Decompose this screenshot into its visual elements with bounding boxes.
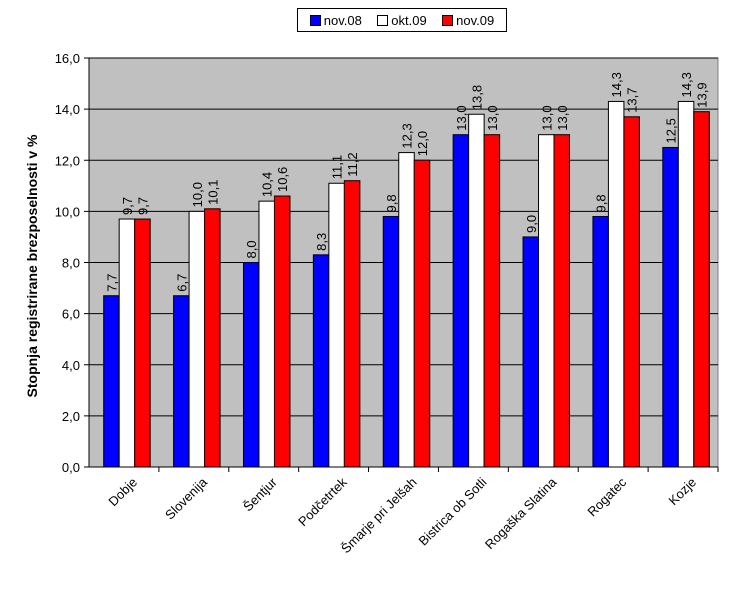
data-label: 8,3: [314, 233, 329, 251]
y-axis-title: Stopnja registrirane brezposelnosti v %: [24, 134, 40, 398]
data-label: 14,3: [679, 72, 694, 97]
data-label: 12,3: [400, 123, 415, 148]
data-label: 10,6: [275, 167, 290, 192]
data-label: 12,5: [664, 118, 679, 143]
data-label: 8,0: [244, 240, 259, 258]
data-label: 13,0: [454, 105, 469, 130]
bar-nov.08-Rogatec: [592, 215, 609, 468]
data-label: 11,2: [345, 152, 360, 176]
data-label: 9,8: [594, 194, 609, 212]
bar-okt.09-Šmarje pri Jelšah: [398, 152, 415, 468]
y-tick-label: 12,0: [55, 153, 80, 168]
y-tick-label: 8,0: [62, 256, 80, 271]
legend-label-series-1: nov.08: [323, 12, 362, 28]
x-tick-label: Slovenija: [162, 474, 210, 522]
y-tick-label: 0,0: [62, 460, 80, 475]
bar-nov.08-Dobje: [103, 295, 120, 468]
bar-okt.09-Kozje: [677, 100, 695, 468]
data-label: 12,0: [415, 131, 430, 156]
data-label: 9,0: [524, 215, 539, 233]
data-label: 13,0: [539, 105, 554, 130]
data-label: 10,0: [190, 182, 205, 207]
bar-nov.09-Rogatec: [623, 116, 640, 468]
bar-nov.09-Kozje: [693, 111, 710, 468]
data-label: 13,0: [555, 105, 570, 130]
data-label: 13,8: [469, 85, 484, 110]
bar-nov.09-Rogaška Slatina: [553, 134, 571, 468]
data-label: 11,1: [330, 155, 345, 179]
bar-okt.09-Rogatec: [607, 100, 625, 468]
y-tick-label: 2,0: [62, 409, 80, 424]
y-axis-ticks: 0,0 2,0 4,0 6,0 8,0 10,0 12,0 14,0 16,0: [55, 51, 89, 475]
bar-nov.09-Šentjur: [273, 195, 291, 468]
x-tick-label: Kozje: [666, 475, 700, 509]
bar-okt.09-Bistrica ob Sotli: [468, 113, 485, 468]
bar-okt.09-Dobje: [118, 218, 136, 468]
y-tick-label: 16,0: [55, 51, 80, 66]
data-label: 6,7: [174, 274, 189, 292]
x-tick-label: Dobje: [105, 475, 140, 510]
bar-nov.09-Šmarje pri Jelšah: [413, 159, 431, 468]
x-tick-label: Podčetrtek: [295, 474, 350, 529]
bar-nov.09-Podčetrtek: [343, 180, 361, 468]
legend-item-series-2: okt.09: [377, 12, 427, 28]
bars: [103, 100, 710, 468]
data-label: 10,1: [205, 180, 220, 205]
legend-swatch-series-3: [442, 14, 454, 26]
y-tick-label: 10,0: [55, 204, 80, 219]
data-label: 7,7: [104, 274, 119, 292]
bar-nov.08-Slovenija: [173, 295, 190, 468]
bar-okt.09-Podčetrtek: [328, 182, 345, 468]
bar-okt.09-Rogaška Slatina: [538, 134, 555, 468]
bar-nov.08-Bistrica ob Sotli: [452, 134, 470, 468]
bar-nov.09-Bistrica ob Sotli: [483, 134, 501, 468]
x-tick-label: Rogaška Slatina: [482, 474, 560, 552]
data-labels: 7,7 9,7 9,7 6,7 10,0 10,1 8,0 10,4 10,6 8,3 11,1 11…: [104, 72, 709, 292]
data-label: 14,3: [609, 72, 624, 97]
data-label: 9,8: [384, 194, 399, 212]
bar-nov.08-Podčetrtek: [312, 254, 330, 468]
bar-nov.08-Šentjur: [242, 262, 260, 468]
data-label: 13,0: [485, 105, 500, 130]
y-tick-label: 14,0: [55, 102, 80, 117]
data-label: 13,7: [625, 87, 640, 112]
x-tick-label: Šentjur: [240, 474, 280, 514]
bar-okt.09-Šentjur: [258, 200, 275, 468]
legend-label-series-3: nov.09: [456, 12, 495, 28]
bar-nov.09-Dobje: [134, 218, 151, 468]
x-tick-label: Bistrica ob Sotli: [416, 474, 490, 548]
legend-swatch-series-1: [309, 14, 321, 26]
bar-nov.08-Kozje: [662, 146, 679, 468]
bar-nov.08-Rogaška Slatina: [522, 236, 540, 468]
bar-okt.09-Slovenija: [188, 210, 206, 468]
data-label: 10,4: [260, 172, 275, 197]
y-tick-label: 6,0: [62, 307, 80, 322]
data-label: 9,7: [135, 197, 150, 215]
bar-nov.08-Šmarje pri Jelšah: [382, 215, 400, 468]
data-label: 13,9: [695, 82, 710, 107]
legend-item-series-3: nov.09: [442, 13, 494, 28]
legend-label-series-2: okt.09: [391, 12, 427, 28]
y-tick-label: 4,0: [62, 358, 80, 373]
x-tick-label: Šmarje pri Jelšah: [338, 475, 420, 557]
data-label: 9,7: [120, 197, 135, 215]
legend: nov.08 okt.09 nov.09: [297, 8, 507, 32]
bar-nov.09-Slovenija: [204, 208, 221, 468]
x-tick-label: Rogatec: [584, 474, 629, 519]
legend-item-series-1: nov.08: [309, 12, 362, 28]
legend-swatch-series-2: [377, 14, 389, 26]
